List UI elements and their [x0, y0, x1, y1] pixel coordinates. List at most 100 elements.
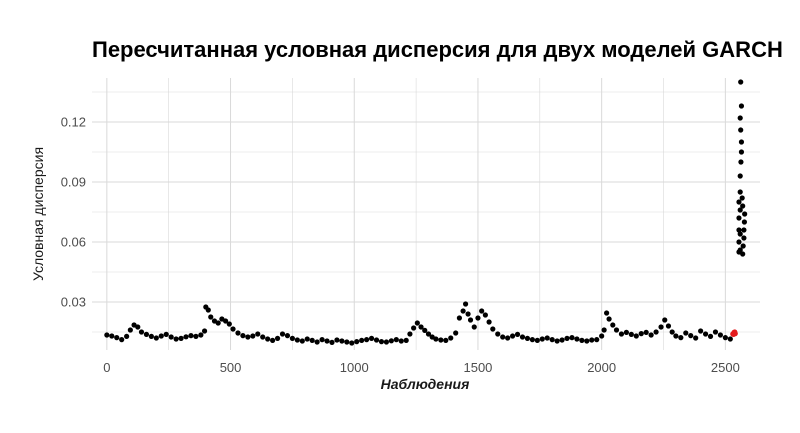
- data-point: [529, 337, 535, 343]
- x-tick-label: 0: [103, 360, 110, 375]
- data-point: [407, 331, 413, 337]
- data-point: [683, 330, 689, 336]
- data-point: [104, 332, 110, 338]
- y-axis-title: Условная дисперсия: [30, 147, 46, 281]
- data-point: [433, 336, 439, 342]
- data-point: [250, 333, 256, 339]
- data-point: [742, 211, 748, 217]
- data-point: [594, 337, 600, 343]
- data-point: [589, 337, 595, 343]
- data-point: [226, 321, 232, 327]
- data-point: [539, 336, 545, 342]
- y-tick-label: 0.09: [61, 175, 86, 190]
- y-tick-label: 0.06: [61, 235, 86, 250]
- data-point: [270, 337, 276, 343]
- data-point: [495, 331, 501, 337]
- data-point: [230, 326, 236, 332]
- data-point: [738, 103, 745, 109]
- data-point: [398, 338, 404, 344]
- data-point: [471, 324, 477, 330]
- data-point: [740, 203, 746, 209]
- data-point: [490, 326, 496, 332]
- data-point: [309, 337, 315, 343]
- data-point: [138, 329, 145, 335]
- data-point: [727, 336, 733, 342]
- data-point: [240, 333, 246, 339]
- data-point: [334, 337, 340, 343]
- data-point: [453, 330, 459, 336]
- data-point: [265, 336, 271, 342]
- data-point: [738, 79, 744, 85]
- data-point: [235, 330, 241, 336]
- data-point: [534, 337, 540, 343]
- data-point: [633, 333, 639, 339]
- y-tick-label: 0.12: [61, 115, 86, 130]
- data-point: [662, 317, 668, 323]
- data-point: [604, 310, 610, 316]
- data-point: [737, 173, 743, 179]
- data-point: [193, 333, 199, 339]
- data-point: [678, 335, 684, 341]
- data-point: [730, 331, 737, 337]
- data-point: [505, 335, 511, 341]
- data-point: [114, 335, 120, 341]
- data-point: [584, 338, 590, 344]
- data-point: [344, 339, 350, 345]
- data-point: [443, 337, 449, 343]
- data-point: [638, 331, 644, 337]
- data-point: [448, 335, 454, 341]
- data-point: [284, 333, 291, 339]
- data-point: [373, 337, 380, 343]
- data-point: [339, 338, 345, 344]
- data-point: [738, 139, 745, 145]
- data-point: [601, 327, 607, 333]
- data-point: [388, 338, 394, 344]
- data-point: [618, 331, 625, 337]
- data-point: [279, 331, 286, 337]
- data-point: [411, 325, 417, 331]
- data-point: [163, 331, 169, 337]
- data-point: [329, 339, 335, 345]
- data-point: [741, 219, 748, 225]
- x-axis-title: Наблюдения: [381, 376, 470, 392]
- data-point: [460, 308, 466, 314]
- data-point: [158, 333, 164, 339]
- data-point: [509, 333, 516, 339]
- data-point: [564, 335, 570, 341]
- data-point: [208, 314, 214, 320]
- data-point: [741, 227, 747, 233]
- data-point: [324, 338, 330, 344]
- data-point: [736, 215, 742, 221]
- data-point: [143, 331, 150, 337]
- data-point: [500, 334, 506, 340]
- data-point: [414, 320, 420, 326]
- data-point: [740, 251, 746, 257]
- data-point: [579, 337, 585, 343]
- data-point: [623, 329, 630, 335]
- data-point: [648, 332, 654, 338]
- data-point: [738, 149, 745, 155]
- data-point: [737, 231, 743, 237]
- data-point: [289, 335, 295, 341]
- data-point: [606, 316, 612, 322]
- data-point: [255, 331, 261, 337]
- data-point: [403, 337, 409, 343]
- data-point: [549, 337, 555, 343]
- grid: [92, 78, 760, 350]
- tick-labels: 0 500 1000 1500 2000 2500 0.03 0.06 0.09 0.12: [61, 115, 740, 376]
- data-point: [368, 335, 375, 341]
- data-point: [378, 339, 385, 345]
- data-point: [524, 335, 531, 341]
- data-point: [739, 195, 745, 201]
- data-point: [707, 333, 714, 339]
- data-point: [665, 323, 672, 329]
- chart-title: Пересчитанная условная дисперсия для дву…: [92, 37, 783, 62]
- data-point: [482, 312, 488, 318]
- data-point: [462, 301, 469, 307]
- data-point: [738, 159, 744, 165]
- data-point: [393, 337, 399, 343]
- data-point: [519, 334, 526, 340]
- data-point: [673, 333, 679, 339]
- data-point: [486, 319, 492, 325]
